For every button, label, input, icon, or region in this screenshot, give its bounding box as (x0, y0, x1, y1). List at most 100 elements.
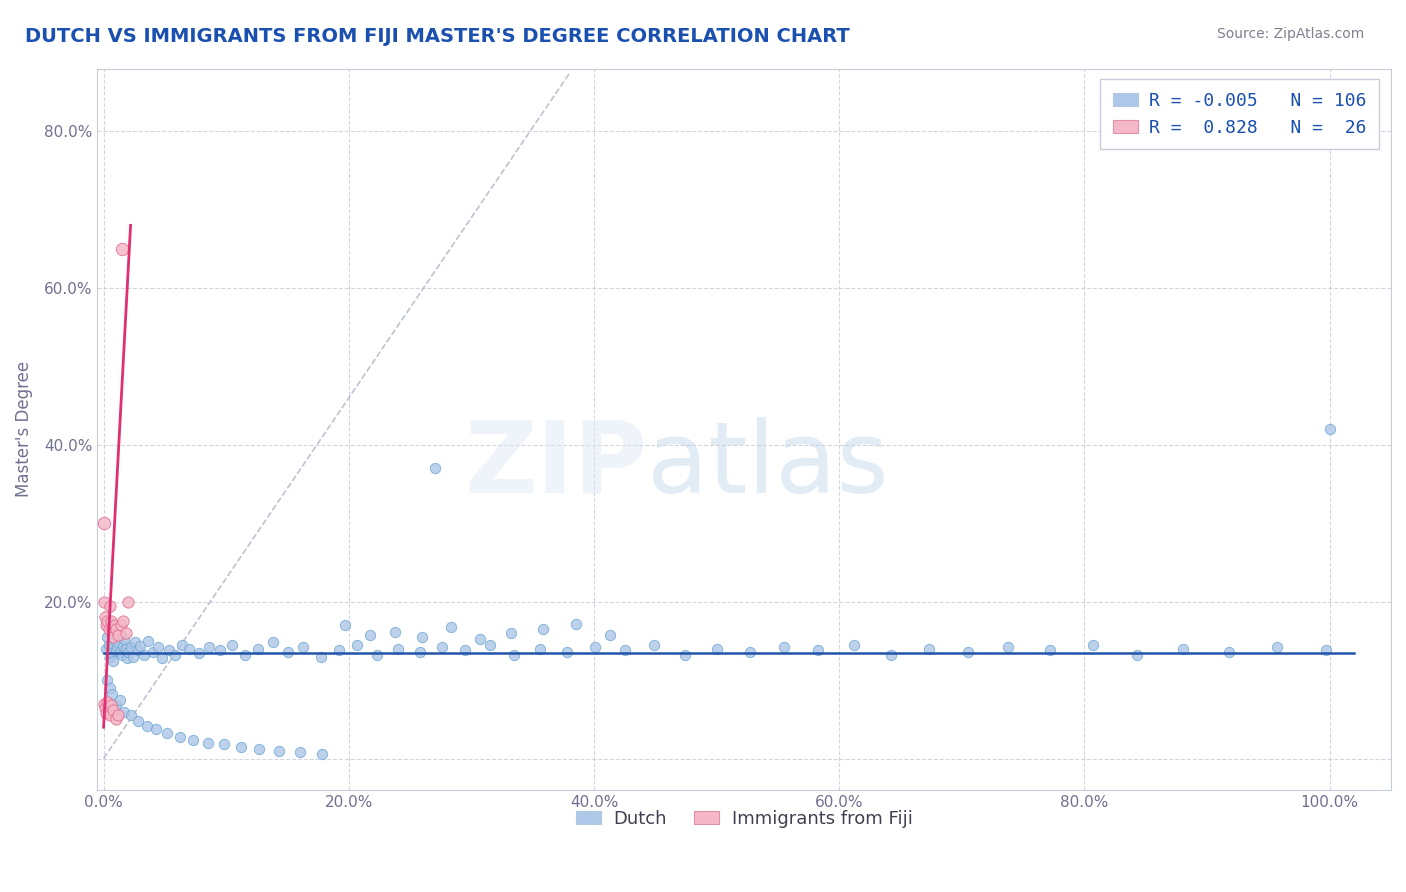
Point (122, 649, 145, 664)
Point (613, 643, 636, 657)
Point (157, 643, 180, 657)
Point (127, 714, 149, 728)
Point (104, 643, 127, 657)
Y-axis label: Master's Degree: Master's Degree (15, 361, 32, 497)
Point (96, 630, 118, 644)
Point (807, 643, 830, 657)
Point (112, 615, 135, 629)
Point (107, 628, 129, 642)
Point (146, 640, 169, 655)
Point (384, 624, 406, 639)
Point (114, 632, 136, 647)
Point (499, 626, 522, 640)
Point (503, 648, 526, 662)
Point (124, 635, 146, 649)
Point (104, 634, 127, 648)
Text: atlas: atlas (647, 417, 889, 514)
Point (108, 645, 131, 659)
Point (773, 640, 796, 655)
Point (309, 649, 332, 664)
Point (97, 638, 120, 652)
Point (564, 616, 586, 631)
Point (229, 739, 252, 754)
Point (103, 630, 125, 644)
Point (359, 628, 381, 642)
Point (94, 618, 117, 632)
Point (114, 705, 136, 719)
Point (842, 638, 865, 652)
Legend: Dutch, Immigrants from Fiji: Dutch, Immigrants from Fiji (568, 803, 920, 835)
Point (423, 461, 446, 475)
Point (152, 651, 174, 665)
Point (104, 622, 127, 636)
Point (918, 641, 941, 656)
Point (96, 673, 118, 687)
Point (247, 742, 270, 756)
Point (411, 630, 433, 644)
Point (583, 640, 606, 655)
Point (468, 632, 491, 647)
Point (100, 626, 122, 640)
Point (288, 745, 311, 759)
Point (292, 640, 315, 655)
Text: DUTCH VS IMMIGRANTS FROM FIJI MASTER'S DEGREE CORRELATION CHART: DUTCH VS IMMIGRANTS FROM FIJI MASTER'S D… (25, 27, 851, 45)
Point (105, 640, 128, 655)
Point (142, 645, 165, 659)
Point (346, 638, 368, 652)
Point (145, 722, 167, 736)
Point (221, 638, 243, 652)
Point (112, 639, 135, 653)
Point (93, 516, 115, 531)
Point (108, 692, 131, 706)
Point (101, 646, 124, 660)
Point (100, 615, 122, 629)
Point (114, 626, 136, 640)
Point (101, 622, 124, 636)
Point (114, 641, 136, 656)
Point (1319, 422, 1341, 436)
Point (135, 718, 157, 732)
Point (169, 730, 191, 744)
Point (115, 651, 138, 665)
Point (104, 698, 127, 713)
Point (673, 648, 696, 662)
Point (170, 638, 193, 652)
Point (107, 708, 129, 723)
Point (136, 634, 159, 648)
Point (96, 615, 118, 629)
Point (94, 610, 117, 624)
Point (267, 744, 290, 758)
Point (97, 705, 120, 719)
Point (107, 635, 129, 649)
Point (132, 648, 155, 662)
Point (103, 703, 125, 717)
Point (97, 622, 120, 636)
Point (156, 726, 179, 740)
Point (439, 620, 461, 634)
Point (104, 618, 127, 632)
Point (98, 681, 121, 695)
Text: ZIP: ZIP (464, 417, 647, 514)
Point (555, 645, 578, 659)
Point (101, 687, 124, 701)
Point (1265, 640, 1288, 655)
Point (233, 648, 256, 662)
Point (110, 628, 132, 642)
Point (163, 648, 186, 662)
Point (212, 738, 235, 752)
Point (430, 640, 453, 655)
Point (120, 640, 142, 655)
Point (100, 698, 122, 713)
Point (127, 643, 149, 657)
Point (93, 697, 115, 711)
Point (117, 645, 139, 659)
Point (328, 643, 350, 657)
Point (104, 712, 127, 726)
Point (103, 654, 125, 668)
Point (956, 645, 979, 659)
Point (1039, 643, 1062, 657)
Point (98, 708, 121, 723)
Point (1171, 641, 1194, 656)
Point (94, 706, 117, 720)
Point (738, 645, 761, 659)
